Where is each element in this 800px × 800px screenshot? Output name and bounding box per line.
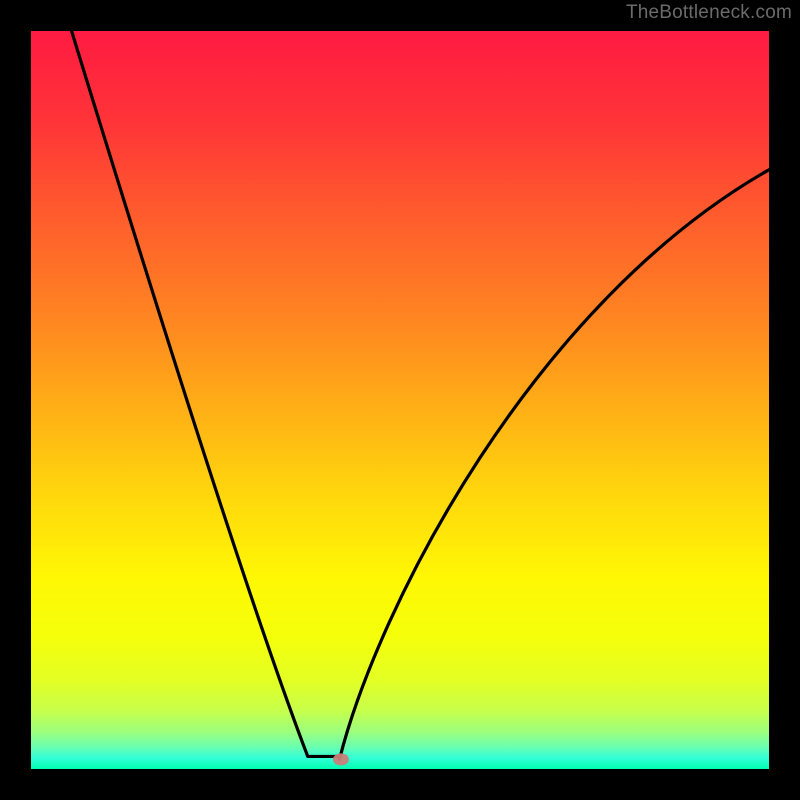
chart-svg xyxy=(31,31,769,769)
gradient-background xyxy=(31,31,769,769)
optimum-marker xyxy=(333,753,349,765)
plot-area xyxy=(31,31,769,769)
watermark-text: TheBottleneck.com xyxy=(626,2,792,24)
